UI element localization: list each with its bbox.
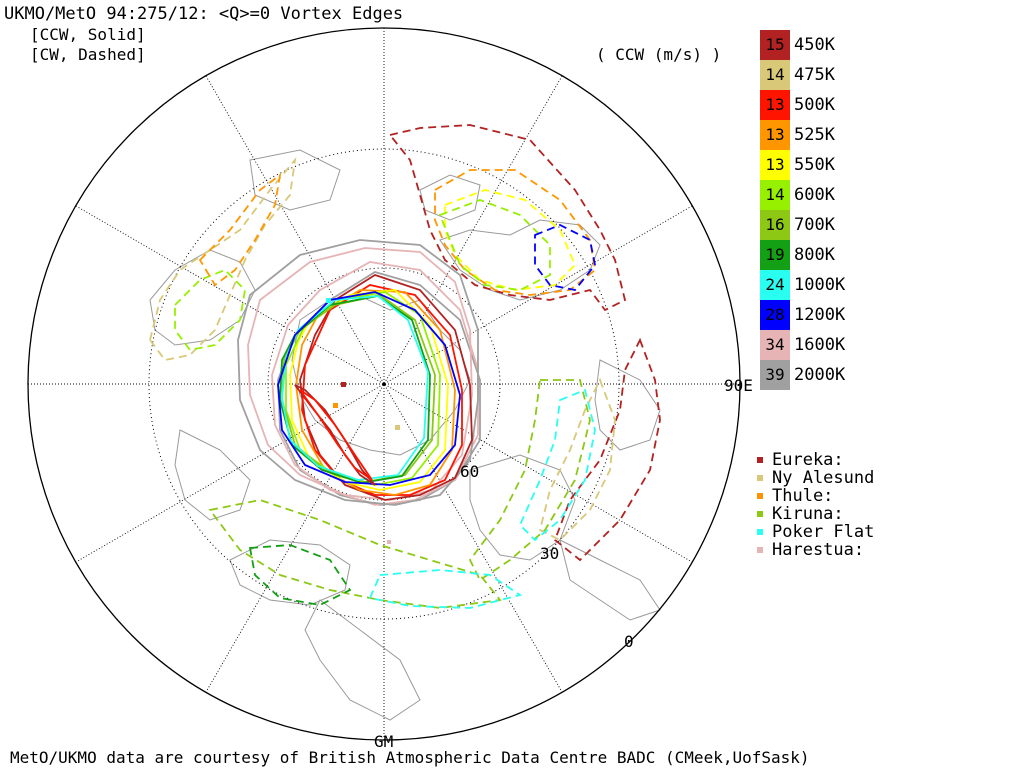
- marker-harestua: [387, 540, 391, 544]
- legend-row: 15 450K: [760, 30, 870, 60]
- marker-poker-flat: [326, 298, 331, 303]
- legend-label: 500K: [794, 95, 835, 115]
- station-swatch: [757, 511, 763, 517]
- legend-label: 1200K: [794, 305, 846, 325]
- station-row: Kiruna:: [756, 506, 956, 524]
- lon-label-gm: GM: [374, 732, 394, 751]
- legend-label: 800K: [794, 245, 835, 265]
- lon-label-90e: 90E: [724, 376, 753, 395]
- station-label: Poker Flat: [772, 522, 875, 542]
- coastlines: [149, 149, 661, 721]
- legend-row: 14 600K: [760, 180, 870, 210]
- legend-label: 700K: [794, 215, 835, 235]
- station-row: Harestua:: [756, 542, 956, 560]
- station-swatch: [757, 457, 763, 463]
- marker-thule: [333, 403, 338, 408]
- legend-swatch: 15: [760, 30, 790, 60]
- legend-row: 13 500K: [760, 90, 870, 120]
- station-label: Eureka:: [772, 450, 844, 470]
- legend-swatch: 39: [760, 360, 790, 390]
- marker-ny-alesund: [395, 425, 400, 430]
- lat-label-60: 60: [460, 462, 480, 481]
- station-row: Thule:: [756, 488, 956, 506]
- ccw-contours: [237, 239, 481, 506]
- cw-contours: [149, 124, 661, 609]
- legend-swatch: 14: [760, 60, 790, 90]
- legend-swatch: 16: [760, 210, 790, 240]
- station-row: Poker Flat: [756, 524, 956, 542]
- legend-row: 16 700K: [760, 210, 870, 240]
- ccw-note: [CCW, Solid]: [30, 25, 146, 44]
- station-label: Thule:: [772, 486, 834, 506]
- legend-label: 2000K: [794, 365, 846, 385]
- station-swatch: [757, 493, 763, 499]
- lat-label-0: 0: [624, 632, 634, 651]
- legend-swatch: 28: [760, 300, 790, 330]
- legend-label: 600K: [794, 185, 835, 205]
- legend-label: 525K: [794, 125, 835, 145]
- legend-swatch: 14: [760, 180, 790, 210]
- credit-footer: MetO/UKMO data are courtesy of British A…: [10, 748, 810, 767]
- legend-swatch: 13: [760, 150, 790, 180]
- legend-row: 24 1000K: [760, 270, 870, 300]
- north-pole-point: [382, 382, 386, 386]
- legend-label: 1600K: [794, 335, 846, 355]
- legend-label: 475K: [794, 65, 835, 85]
- units-label: ( CCW (m/s) ): [596, 45, 722, 64]
- legend-row: 19 800K: [760, 240, 870, 270]
- legend-row: 34 1600K: [760, 330, 870, 360]
- station-swatch: [757, 547, 763, 553]
- legend-swatch: 24: [760, 270, 790, 300]
- legend-swatch: 13: [760, 90, 790, 120]
- legend-row: 13 550K: [760, 150, 870, 180]
- station-label: Harestua:: [772, 540, 865, 560]
- legend-label: 450K: [794, 35, 835, 55]
- page-title: UKMO/MetO 94:275/12: <Q>=0 Vortex Edges: [4, 4, 404, 24]
- legend-row: 14 475K: [760, 60, 870, 90]
- station-swatch: [757, 475, 763, 481]
- legend-swatch: 13: [760, 120, 790, 150]
- station-row: Ny Alesund: [756, 470, 956, 488]
- station-markers: [326, 298, 400, 544]
- cw-note: [CW, Dashed]: [30, 45, 146, 64]
- station-label: Kiruna:: [772, 504, 844, 524]
- legend-swatch: 19: [760, 240, 790, 270]
- legend-row: 13 525K: [760, 120, 870, 150]
- station-label: Ny Alesund: [772, 468, 875, 488]
- legend-label: 550K: [794, 155, 835, 175]
- station-row: Eureka:: [756, 452, 956, 470]
- marker-eureka: [341, 382, 346, 387]
- legend-row: 39 2000K: [760, 360, 870, 390]
- legend-swatch: 34: [760, 330, 790, 360]
- station-swatch: [757, 529, 763, 535]
- legend-row: 28 1200K: [760, 300, 870, 330]
- legend-label: 1000K: [794, 275, 846, 295]
- lat-label-30: 30: [540, 544, 560, 563]
